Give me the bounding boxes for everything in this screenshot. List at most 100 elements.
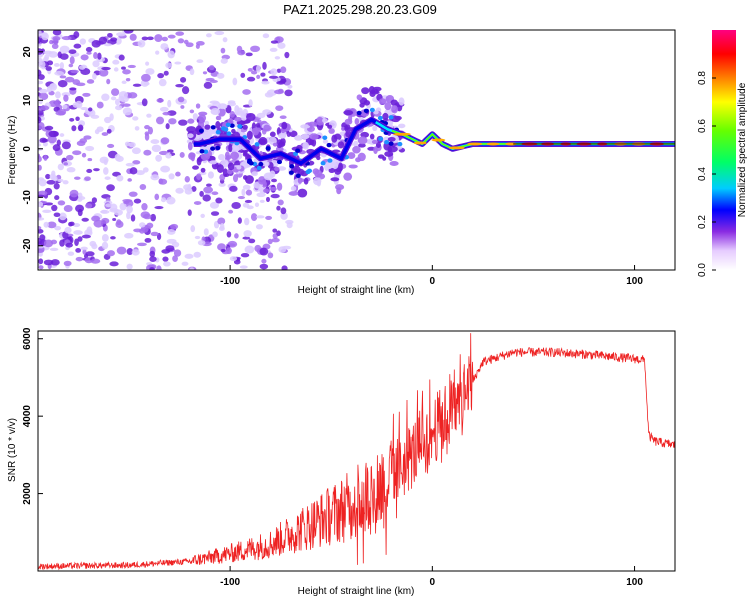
spectrogram-noise-blob [59, 75, 67, 79]
spectrogram-noise-blob [277, 199, 284, 206]
spectrogram-ridge-blob [269, 131, 276, 137]
spectrogram-ridge-blob [222, 168, 228, 177]
spectrogram-ridge-blob [373, 146, 378, 155]
spectrogram-noise-blob [112, 59, 120, 65]
spectrogram-noise-blob [126, 205, 133, 214]
spectrogram-ridge-blob [276, 182, 283, 191]
spectrogram-noise-blob [166, 228, 176, 235]
spectrogram-noise-blob [174, 61, 182, 65]
snr-series-line [38, 333, 675, 571]
spectrogram-noise-blob [80, 54, 89, 61]
spectrogram-noise-blob [73, 230, 83, 235]
spectrogram-noise-blob [254, 202, 260, 207]
spectrogram-ridge-blob [198, 133, 208, 139]
spectrogram-ridge-blob [373, 109, 379, 115]
spectrogram-noise-blob [228, 209, 234, 214]
spectrogram-noise-blob [107, 143, 115, 149]
colorbar-tick-label: 0.2 [697, 215, 708, 229]
spectrogram-noise-blob [38, 217, 45, 221]
spectrogram-peak-blob [369, 107, 375, 113]
colorbar-tick-label: 0.6 [697, 119, 708, 133]
spectrogram-ridge-blob [302, 141, 309, 150]
spectrogram-ridge-blob [358, 143, 366, 148]
spectrogram-noise-blob [246, 205, 254, 210]
spectrogram-noise-blob [260, 72, 266, 77]
y-tick-label: -20 [22, 238, 33, 253]
spectrogram-noise-blob [38, 80, 44, 85]
spectrogram-ridge-blob [209, 160, 218, 165]
spectrogram-noise-blob [284, 51, 290, 59]
spectrogram-ridge-blob [246, 113, 256, 122]
spectrogram-noise-blob [206, 183, 212, 187]
spectrogram-ridge-blob [230, 151, 240, 160]
spectrogram-ridge-blob [378, 98, 387, 105]
spectrogram-ridge-blob [215, 115, 222, 121]
spectrogram-noise-blob [118, 91, 128, 99]
spectrogram-noise-blob [202, 71, 208, 75]
spectrogram-noise-blob [196, 59, 204, 63]
spectrogram-noise-blob [61, 141, 71, 150]
spectrogram-ridge-blob [294, 135, 303, 141]
spectrogram-noise-blob [214, 30, 225, 36]
spectrogram-noise-blob [47, 221, 57, 229]
spectrogram-noise-blob [38, 143, 42, 147]
spectrogram-ridge-blob [297, 188, 308, 198]
spectrogram-peak-blob [258, 161, 264, 167]
spectrogram-noise-blob [229, 256, 238, 262]
spectrogram-noise-blob [243, 230, 252, 238]
spectrogram-noise-blob [150, 213, 156, 222]
spectrogram-noise-blob [162, 256, 169, 262]
spectrogram-noise-blob [200, 213, 205, 218]
spectrogram-ridge-blob [251, 171, 258, 177]
spectrogram-noise-blob [180, 77, 187, 83]
spectrogram-noise-blob [187, 209, 192, 216]
spectrogram-ridge-blob [263, 188, 270, 193]
spectrogram-peak-blob [203, 149, 209, 154]
spectrogram-noise-blob [106, 184, 115, 192]
spectrogram-noise-blob [240, 253, 250, 258]
spectrogram-noise-blob [139, 184, 147, 191]
spectrogram-noise-blob [150, 174, 160, 181]
spectrogram-noise-blob [145, 68, 155, 75]
x-tick-label: 0 [430, 577, 436, 588]
spectrogram-noise-blob [173, 249, 182, 257]
spectrogram-noise-blob [64, 226, 72, 234]
figure-title: PAZ1.2025.298.20.23.G09 [283, 2, 437, 17]
spectrogram-noise-blob [101, 132, 109, 136]
spectrogram-noise-blob [51, 170, 56, 177]
spectrogram-peak-blob [363, 108, 369, 113]
spectrogram-noise-blob [151, 144, 162, 153]
colorbar-label: Normalized spectral amplitude [737, 82, 748, 217]
spectrogram-ridge-blob [255, 123, 262, 128]
spectrogram-noise-blob [177, 96, 185, 103]
spectrogram-noise-blob [53, 212, 61, 218]
spectrogram-max-blob [431, 138, 446, 142]
spectrogram-noise-blob [114, 98, 120, 106]
spectrogram-noise-blob [150, 139, 160, 145]
spectrogram-ridge-blob [252, 128, 259, 136]
spectrogram-noise-blob [113, 67, 119, 72]
spectrogram-noise-blob [38, 201, 44, 208]
spectrogram-peak-blob [326, 142, 332, 148]
spectrogram-ridge-blob [303, 177, 309, 185]
spectrogram-peak-blob [210, 146, 216, 151]
spectrogram-noise-blob [143, 213, 152, 220]
spectrogram-noise-blob [38, 178, 47, 187]
spectrogram-noise-blob [91, 215, 101, 222]
spectrogram-noise-blob [149, 250, 155, 258]
spectrogram-noise-blob [69, 87, 77, 91]
spectrogram-noise-blob [38, 107, 43, 111]
spectrogram-peak-blob [295, 148, 301, 153]
spectrogram-noise-blob [70, 69, 79, 74]
spectrogram-noise-blob [185, 42, 194, 48]
spectrogram-ridge-blob [217, 103, 228, 110]
spectrogram-noise-blob [280, 66, 287, 74]
spectrogram-noise-blob [67, 251, 75, 256]
spectrogram-noise-blob [92, 72, 97, 80]
x-tick-label: 0 [430, 276, 436, 287]
spectrogram-ridge-blob [234, 104, 240, 114]
spectrogram-noise-blob [208, 65, 215, 71]
spectrogram-noise-blob [244, 217, 250, 226]
spectrogram-noise-blob [271, 237, 280, 243]
spectrogram-noise-blob [73, 223, 81, 228]
